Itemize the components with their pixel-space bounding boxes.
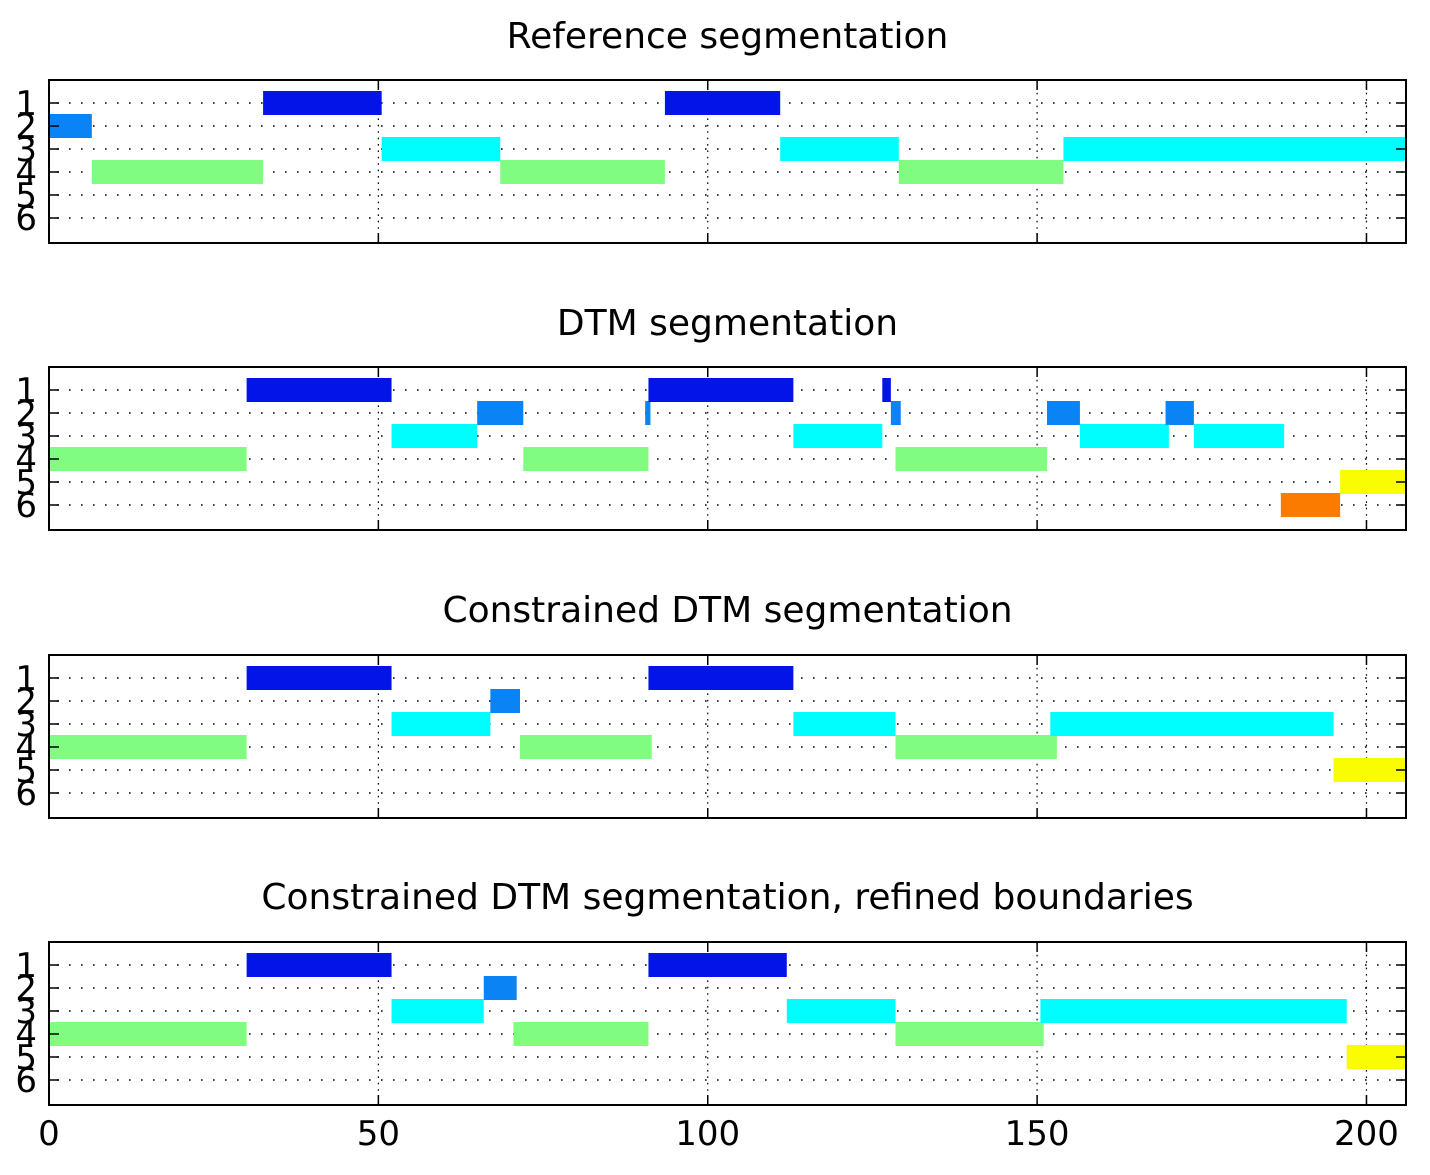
y-tick-label: 4 — [15, 728, 37, 768]
segment-bar-label-3 — [786, 999, 896, 1023]
segment-bar-label-4 — [523, 447, 649, 471]
segment-bar-label-1 — [246, 666, 392, 690]
segment-bar-label-2 — [483, 976, 517, 1000]
segment-bar-label-3 — [391, 424, 478, 448]
segment-bar-label-3 — [1063, 137, 1406, 161]
segment-bar-label-1 — [664, 91, 781, 115]
panel-4: Constrained DTM segmentation, refined bo… — [15, 877, 1407, 1154]
segment-bar-label-4 — [895, 1022, 1044, 1046]
y-tick-label: 6 — [15, 199, 37, 239]
y-tick-label: 1 — [15, 371, 37, 411]
segment-bar-label-4 — [895, 447, 1047, 471]
segment-bar-label-1 — [648, 378, 794, 402]
y-tick-label: 2 — [15, 969, 37, 1009]
segment-bar-label-4 — [500, 160, 665, 184]
plot-frame — [48, 366, 1407, 531]
y-tick-label: 5 — [15, 1038, 37, 1078]
x-tick-label: 0 — [38, 1114, 60, 1154]
panel-title: Reference segmentation — [507, 16, 949, 57]
y-tick-label: 3 — [15, 130, 37, 170]
segment-bar-label-4 — [91, 160, 264, 184]
x-tick-label: 150 — [1005, 1114, 1070, 1154]
y-tick-label: 3 — [15, 705, 37, 745]
segment-bar-label-1 — [246, 953, 392, 977]
segment-bar-label-4 — [49, 1022, 247, 1046]
segment-bar-label-3 — [780, 137, 899, 161]
x-tick-label: 50 — [357, 1114, 400, 1154]
x-tick-label: 100 — [675, 1114, 740, 1154]
plot-frame — [48, 79, 1407, 244]
y-tick-label: 6 — [15, 486, 37, 526]
plot-frame — [48, 941, 1407, 1106]
segment-bar-label-2 — [890, 401, 901, 425]
y-tick-label: 5 — [15, 463, 37, 503]
segment-bar-label-3 — [381, 137, 501, 161]
y-tick-label: 6 — [15, 1061, 37, 1101]
segment-bar-label-3 — [793, 712, 896, 736]
y-tick-label: 2 — [15, 107, 37, 147]
segment-bar-label-4 — [895, 735, 1057, 759]
segment-bar-label-3 — [1193, 424, 1285, 448]
segment-bar-label-5 — [1340, 470, 1406, 494]
segment-bar-label-3 — [793, 424, 883, 448]
y-tick-label: 2 — [15, 394, 37, 434]
segment-bar-label-4 — [49, 735, 247, 759]
segment-bar-label-3 — [1050, 712, 1334, 736]
y-tick-label: 5 — [15, 176, 37, 216]
segment-bar-label-4 — [898, 160, 1064, 184]
y-tick-label: 3 — [15, 992, 37, 1032]
y-tick-label: 5 — [15, 751, 37, 791]
y-tick-label: 4 — [15, 1015, 37, 1055]
y-tick-label: 1 — [15, 946, 37, 986]
segment-bar-label-1 — [648, 953, 787, 977]
segment-bar-label-1 — [263, 91, 382, 115]
plot-frame — [48, 654, 1407, 819]
y-tick-label: 2 — [15, 682, 37, 722]
panel-title: Constrained DTM segmentation, refined bo… — [261, 877, 1193, 918]
segment-bar-label-3 — [1079, 424, 1169, 448]
y-tick-label: 3 — [15, 417, 37, 457]
segment-bar-label-3 — [391, 712, 491, 736]
segment-bar-label-2 — [490, 689, 520, 713]
segment-bar-label-4 — [519, 735, 652, 759]
y-tick-label: 6 — [15, 774, 37, 814]
y-tick-label: 1 — [15, 659, 37, 699]
segment-bar-label-2 — [1046, 401, 1080, 425]
segment-bar-label-4 — [513, 1022, 649, 1046]
panel-title: DTM segmentation — [557, 303, 898, 344]
segment-bar-label-3 — [391, 999, 484, 1023]
segment-bar-label-3 — [1040, 999, 1347, 1023]
x-tick-label: 200 — [1334, 1114, 1399, 1154]
y-tick-label: 1 — [15, 84, 37, 124]
segment-bar-label-4 — [49, 447, 247, 471]
segment-bar-label-2 — [645, 401, 651, 425]
segment-bar-label-1 — [648, 666, 794, 690]
segment-bar-label-1 — [882, 378, 891, 402]
segment-bar-label-5 — [1333, 758, 1406, 782]
y-tick-label: 4 — [15, 153, 37, 193]
segment-bar-label-2 — [1165, 401, 1194, 425]
segment-bar-label-6 — [1280, 493, 1341, 517]
panel-title: Constrained DTM segmentation — [442, 590, 1012, 631]
segment-bar-label-2 — [477, 401, 524, 425]
y-tick-label: 4 — [15, 440, 37, 480]
segment-bar-label-1 — [246, 378, 392, 402]
